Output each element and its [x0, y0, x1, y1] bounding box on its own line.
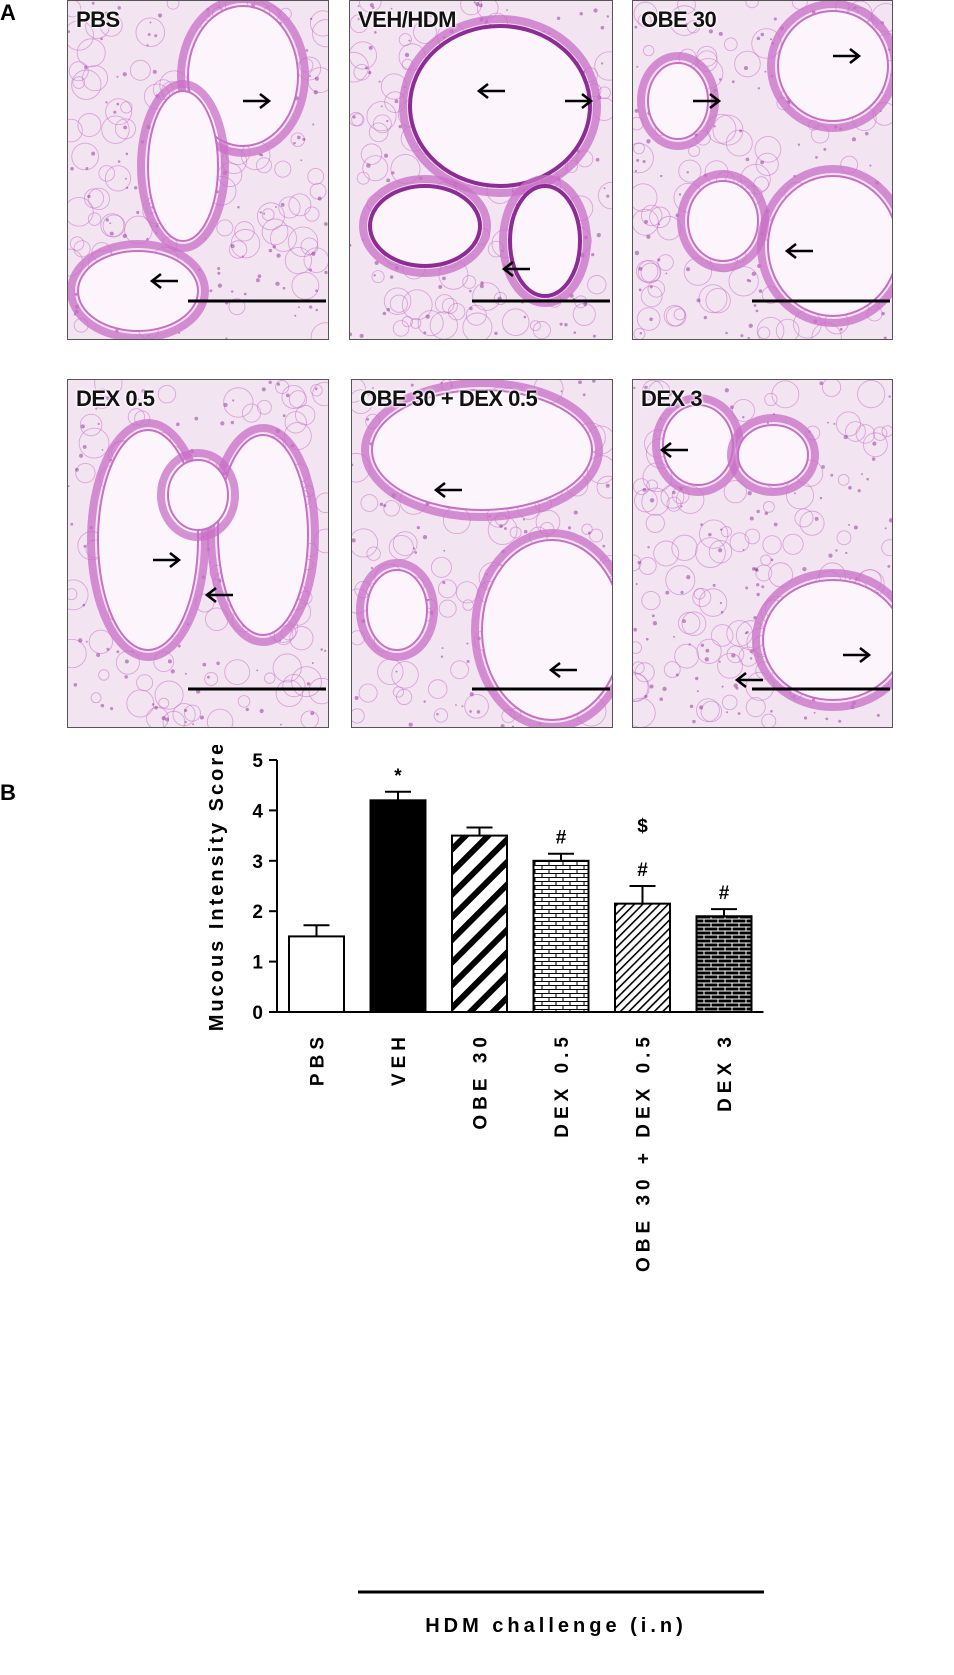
- micrograph-label: OBE 30: [641, 7, 717, 32]
- significance-marker: #: [637, 860, 648, 881]
- panel-a-letter: A: [0, 0, 16, 25]
- bar: [532, 859, 590, 1013]
- micrograph-label: PBS: [76, 7, 120, 32]
- y-tick-label: 5: [252, 751, 263, 772]
- x-axis-label: HDM challenge (i.n): [425, 1615, 687, 1637]
- x-tick-label: OBE 30 + DEX 0.5: [634, 1032, 655, 1272]
- significance-marker: $: [637, 816, 648, 837]
- y-tick-label: 4: [252, 801, 263, 822]
- micrograph-obe-30-dex-0-5: OBE 30 + DEX 0.5: [351, 379, 613, 728]
- micrograph-label: DEX 3: [641, 386, 703, 411]
- tissue-image: [68, 1, 328, 339]
- micrograph-pbs: PBS: [67, 0, 329, 340]
- tissue-image: [633, 1, 892, 339]
- tissue-image: [633, 380, 892, 727]
- tissue-image: [352, 380, 612, 727]
- bar: [695, 915, 753, 1014]
- micrograph-dex-0-5: DEX 0.5: [67, 379, 329, 728]
- micrograph-label: VEH/HDM: [358, 7, 456, 32]
- micrograph-label: DEX 0.5: [76, 386, 155, 411]
- y-axis-label: Mucous Intensity Score: [206, 745, 228, 1031]
- y-tick-label: 1: [252, 953, 263, 974]
- x-tick-label: DEX 0.5: [552, 1032, 573, 1138]
- significance-marker: #: [556, 828, 567, 849]
- x-tick-label: DEX 3: [715, 1032, 736, 1112]
- x-tick-label: PBS: [308, 1032, 329, 1086]
- x-tick-label: VEH: [389, 1032, 410, 1086]
- y-tick-label: 2: [252, 902, 263, 923]
- tissue-image: [350, 1, 612, 339]
- chart-labels: Mucous Intensity Score PBS * VEH OBE 30 # DEX …: [206, 741, 736, 1637]
- bar: [288, 935, 345, 1013]
- micrograph-veh-hdm: VEH/HDM: [349, 0, 613, 340]
- bar: [369, 799, 427, 1013]
- bar: [451, 834, 508, 1013]
- significance-marker: *: [394, 766, 402, 787]
- tissue-image: [68, 380, 328, 727]
- x-tick-label: OBE 30: [471, 1032, 492, 1130]
- y-tick-label: 3: [252, 852, 263, 873]
- significance-marker: #: [719, 883, 730, 904]
- micrograph-dex-3: DEX 3: [632, 379, 893, 728]
- y-tick-label: 0: [252, 1003, 263, 1024]
- chart-axes: 0 1 2 3 4 5: [252, 751, 764, 1594]
- panel-b-letter: B: [0, 780, 16, 805]
- micrograph-label: OBE 30 + DEX 0.5: [360, 386, 538, 411]
- bar-chart: 0 1 2 3 4 5 Mucous Intensity Score PBS * VEH OBE …: [190, 741, 910, 1670]
- chart-bars: [288, 790, 753, 1014]
- bar: [614, 902, 671, 1013]
- micrograph-obe-30: OBE 30: [632, 0, 893, 340]
